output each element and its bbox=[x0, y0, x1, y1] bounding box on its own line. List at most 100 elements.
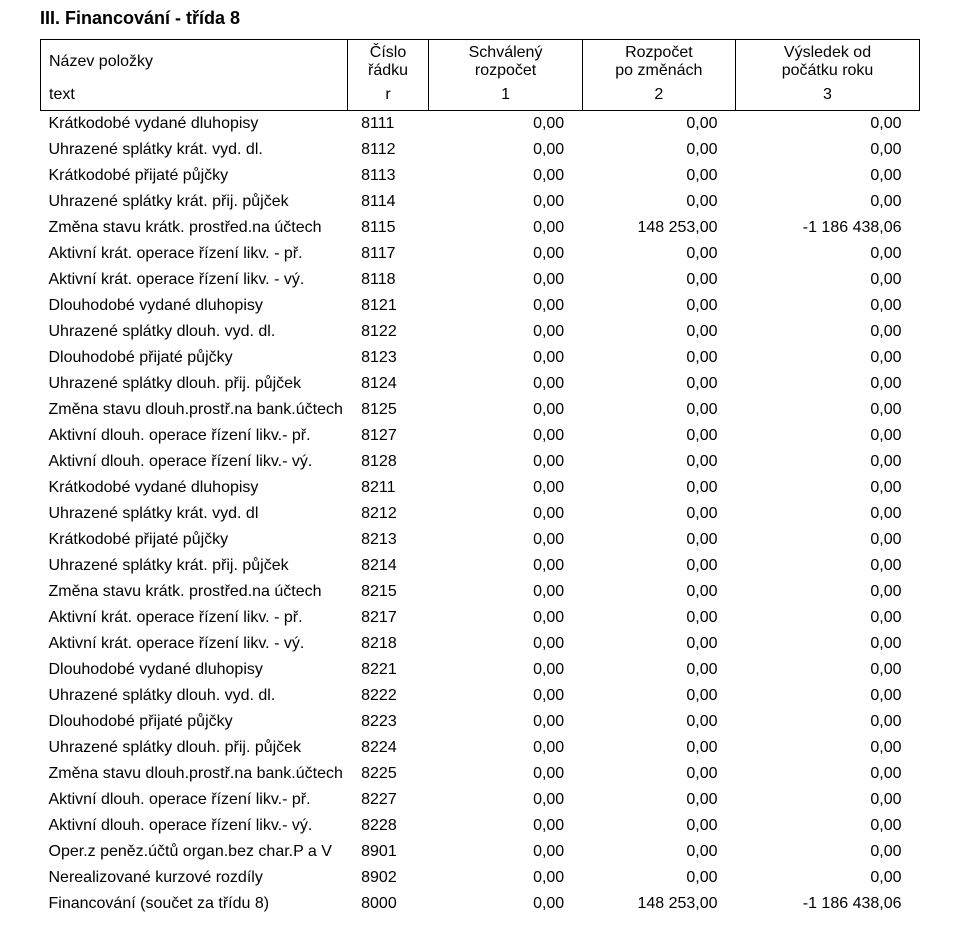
cell-c2: 148 253,00 bbox=[582, 891, 735, 917]
col-header-1-line2: rozpočet bbox=[437, 62, 573, 80]
cell-name: Uhrazené splátky krát. vyd. dl. bbox=[41, 137, 348, 163]
table-row: Dlouhodobé přijaté půjčky81230,000,000,0… bbox=[41, 345, 920, 371]
cell-c1: 0,00 bbox=[429, 371, 582, 397]
table-row: Uhrazené splátky dlouh. vyd. dl.82220,00… bbox=[41, 683, 920, 709]
table-header-row-2: text r 1 2 3 bbox=[41, 84, 920, 111]
cell-c1: 0,00 bbox=[429, 111, 582, 138]
table-row: Krátkodobé vydané dluhopisy82110,000,000… bbox=[41, 475, 920, 501]
cell-c3: 0,00 bbox=[736, 865, 920, 891]
cell-name: Aktivní krát. operace řízení likv. - př. bbox=[41, 241, 348, 267]
cell-name: Aktivní krát. operace řízení likv. - vý. bbox=[41, 267, 348, 293]
cell-c3: 0,00 bbox=[736, 501, 920, 527]
section-title: III. Financování - třída 8 bbox=[40, 8, 920, 29]
table-row: Krátkodobé přijaté půjčky81130,000,000,0… bbox=[41, 163, 920, 189]
table-row: Aktivní krát. operace řízení likv. - vý.… bbox=[41, 631, 920, 657]
table-row: Uhrazené splátky krát. přij. půjček81140… bbox=[41, 189, 920, 215]
cell-r: 8214 bbox=[347, 553, 429, 579]
cell-r: 8113 bbox=[347, 163, 429, 189]
table-row: Aktivní dlouh. operace řízení likv.- vý.… bbox=[41, 449, 920, 475]
cell-c2: 0,00 bbox=[582, 111, 735, 138]
cell-c1: 0,00 bbox=[429, 319, 582, 345]
cell-c3: 0,00 bbox=[736, 423, 920, 449]
cell-c3: 0,00 bbox=[736, 839, 920, 865]
cell-name: Uhrazené splátky krát. přij. půjček bbox=[41, 553, 348, 579]
cell-c3: 0,00 bbox=[736, 527, 920, 553]
cell-c1: 0,00 bbox=[429, 735, 582, 761]
cell-c1: 0,00 bbox=[429, 579, 582, 605]
cell-c1: 0,00 bbox=[429, 865, 582, 891]
cell-name: Uhrazené splátky dlouh. vyd. dl. bbox=[41, 319, 348, 345]
cell-r: 8222 bbox=[347, 683, 429, 709]
cell-r: 8228 bbox=[347, 813, 429, 839]
cell-c2: 0,00 bbox=[582, 241, 735, 267]
cell-c1: 0,00 bbox=[429, 423, 582, 449]
cell-c2: 0,00 bbox=[582, 553, 735, 579]
cell-c1: 0,00 bbox=[429, 189, 582, 215]
table-row: Dlouhodobé vydané dluhopisy82210,000,000… bbox=[41, 657, 920, 683]
cell-r: 8212 bbox=[347, 501, 429, 527]
cell-name: Krátkodobé přijaté půjčky bbox=[41, 163, 348, 189]
cell-name: Krátkodobé vydané dluhopisy bbox=[41, 111, 348, 138]
table-row: Uhrazené splátky dlouh. vyd. dl.81220,00… bbox=[41, 319, 920, 345]
cell-c3: 0,00 bbox=[736, 163, 920, 189]
cell-c3: 0,00 bbox=[736, 137, 920, 163]
cell-c2: 0,00 bbox=[582, 657, 735, 683]
col-subheader-r: r bbox=[347, 84, 429, 111]
cell-r: 8118 bbox=[347, 267, 429, 293]
cell-c2: 0,00 bbox=[582, 189, 735, 215]
col-header-r-line1: Číslo bbox=[356, 44, 421, 62]
cell-r: 8217 bbox=[347, 605, 429, 631]
cell-r: 8215 bbox=[347, 579, 429, 605]
cell-c1: 0,00 bbox=[429, 657, 582, 683]
cell-c3: 0,00 bbox=[736, 345, 920, 371]
table-row: Aktivní dlouh. operace řízení likv.- vý.… bbox=[41, 813, 920, 839]
col-header-1: Schválený rozpočet bbox=[429, 40, 582, 85]
col-header-name: Název položky bbox=[41, 40, 348, 85]
cell-name: Krátkodobé přijaté půjčky bbox=[41, 527, 348, 553]
cell-name: Uhrazené splátky krát. přij. půjček bbox=[41, 189, 348, 215]
cell-c1: 0,00 bbox=[429, 215, 582, 241]
col-subheader-name: text bbox=[41, 84, 348, 111]
cell-name: Aktivní dlouh. operace řízení likv.- př. bbox=[41, 787, 348, 813]
cell-c3: 0,00 bbox=[736, 241, 920, 267]
cell-c3: -1 186 438,06 bbox=[736, 891, 920, 917]
table-row: Nerealizované kurzové rozdíly89020,000,0… bbox=[41, 865, 920, 891]
cell-c2: 0,00 bbox=[582, 449, 735, 475]
cell-name: Uhrazené splátky dlouh. vyd. dl. bbox=[41, 683, 348, 709]
cell-name: Financování (součet za třídu 8) bbox=[41, 891, 348, 917]
cell-c2: 0,00 bbox=[582, 839, 735, 865]
col-header-3: Výsledek od počátku roku bbox=[736, 40, 920, 85]
col-subheader-2: 2 bbox=[582, 84, 735, 111]
cell-r: 8114 bbox=[347, 189, 429, 215]
col-header-r-line2: řádku bbox=[356, 62, 421, 80]
cell-c3: 0,00 bbox=[736, 397, 920, 423]
cell-c3: 0,00 bbox=[736, 787, 920, 813]
cell-c2: 0,00 bbox=[582, 397, 735, 423]
cell-c1: 0,00 bbox=[429, 345, 582, 371]
cell-c1: 0,00 bbox=[429, 761, 582, 787]
table-row: Uhrazené splátky dlouh. přij. půjček8124… bbox=[41, 371, 920, 397]
cell-name: Nerealizované kurzové rozdíly bbox=[41, 865, 348, 891]
table-row: Uhrazené splátky krát. přij. půjček8214 0… bbox=[41, 553, 920, 579]
cell-c1: 0,00 bbox=[429, 605, 582, 631]
cell-name: Změna stavu dlouh.prostř.na bank.účtech bbox=[41, 397, 348, 423]
cell-name: Aktivní krát. operace řízení likv. - př. bbox=[41, 605, 348, 631]
table-row: Krátkodobé přijaté půjčky82130,000,000,0… bbox=[41, 527, 920, 553]
cell-c3: 0,00 bbox=[736, 319, 920, 345]
cell-c2: 0,00 bbox=[582, 371, 735, 397]
cell-c3: 0,00 bbox=[736, 371, 920, 397]
col-header-2-line2: po změnách bbox=[591, 62, 727, 80]
cell-c3: 0,00 bbox=[736, 657, 920, 683]
cell-c1: 0,00 bbox=[429, 241, 582, 267]
cell-c3: 0,00 bbox=[736, 267, 920, 293]
table-row: Změna stavu dlouh.prostř.na bank.účtech8… bbox=[41, 397, 920, 423]
cell-r: 8128 bbox=[347, 449, 429, 475]
cell-c2: 0,00 bbox=[582, 579, 735, 605]
cell-name: Aktivní krát. operace řízení likv. - vý. bbox=[41, 631, 348, 657]
cell-name: Dlouhodobé přijaté půjčky bbox=[41, 709, 348, 735]
cell-c3: 0,00 bbox=[736, 605, 920, 631]
cell-r: 8227 bbox=[347, 787, 429, 813]
cell-name: Dlouhodobé vydané dluhopisy bbox=[41, 657, 348, 683]
cell-c2: 0,00 bbox=[582, 787, 735, 813]
cell-c1: 0,00 bbox=[429, 501, 582, 527]
